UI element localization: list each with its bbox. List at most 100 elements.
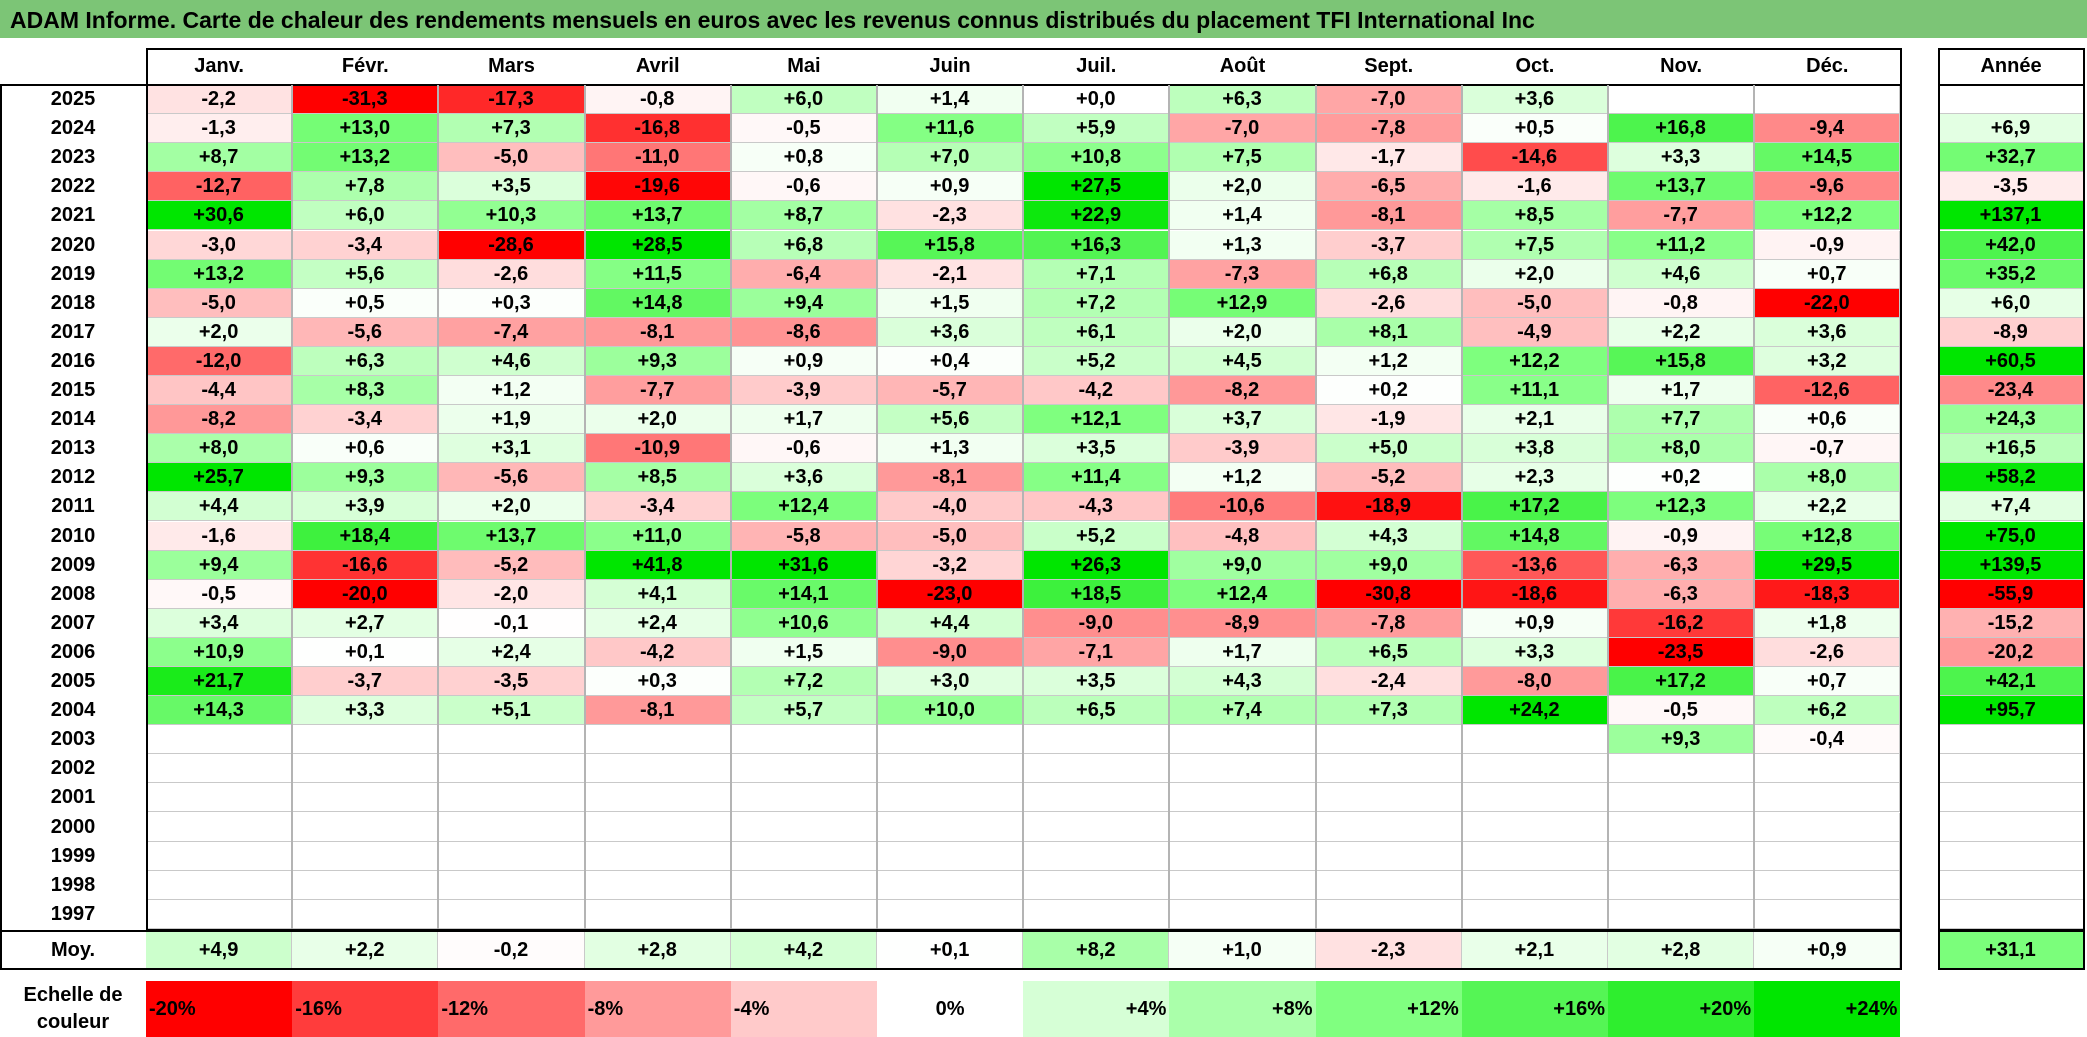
annual-cell — [1938, 725, 2084, 755]
heatmap-cell: +0,2 — [1315, 376, 1462, 406]
heatmap-cell — [1754, 870, 1901, 900]
heatmap-cell: +7,5 — [1169, 143, 1316, 173]
heatmap-cell: -3,4 — [292, 405, 439, 435]
heatmap-cell: +10,8 — [1023, 143, 1170, 173]
heatmap-cell: +1,9 — [438, 405, 585, 435]
heatmap-cell: -0,5 — [1608, 696, 1755, 726]
heatmap-cell: -0,5 — [146, 579, 293, 609]
heatmap-cell — [584, 870, 731, 900]
heatmap-cell — [1315, 725, 1462, 755]
month-column-rule — [1460, 85, 1463, 929]
heatmap-cell — [1023, 812, 1170, 842]
heatmap-cell: -18,3 — [1754, 579, 1901, 609]
header-rule — [0, 84, 1903, 86]
heatmap-cell: +3,5 — [438, 172, 585, 202]
heatmap-cell — [1608, 754, 1755, 784]
color-scale-swatch: -20% — [146, 981, 293, 1037]
heatmap-cell: +18,4 — [292, 521, 439, 551]
year-label: 2007 — [50, 611, 96, 634]
annual-cell: +42,1 — [1938, 667, 2084, 697]
year-label: 2021 — [50, 204, 96, 227]
heatmap-cell — [292, 841, 439, 871]
heatmap-cell: +2,0 — [1461, 259, 1608, 289]
heatmap-cell: +6,3 — [292, 346, 439, 376]
heatmap-cell — [730, 841, 877, 871]
heatmap-cell: -6,3 — [1608, 550, 1755, 580]
heatmap-cell: +4,3 — [1315, 521, 1462, 551]
year-label: 2009 — [50, 553, 96, 576]
year-label: 2025 — [50, 88, 96, 110]
heatmap-cell: +1,7 — [1169, 637, 1316, 667]
year-label: 2024 — [50, 117, 96, 140]
heatmap-cell: +9,3 — [292, 463, 439, 493]
heatmap-cell: +7,1 — [1023, 259, 1170, 289]
heatmap-cell — [584, 812, 731, 842]
heatmap-cell: -3,4 — [292, 230, 439, 260]
annual-cell — [1938, 870, 2084, 900]
heatmap-cell: +5,7 — [730, 696, 877, 726]
heatmap-cell — [1023, 899, 1170, 929]
heatmap-cell: +4,6 — [438, 346, 585, 376]
heatmap-cell: -4,2 — [584, 637, 731, 667]
heatmap-cell: +6,0 — [292, 201, 439, 231]
heatmap-cell: -22,0 — [1754, 288, 1901, 318]
heatmap-cell — [1023, 725, 1170, 755]
heatmap-cell — [146, 754, 293, 784]
heatmap-cell: +7,2 — [730, 667, 877, 697]
heatmap-cell — [292, 812, 439, 842]
heatmap-cell: +13,7 — [584, 201, 731, 231]
heatmap-cell: +12,1 — [1023, 405, 1170, 435]
heatmap-cell — [1608, 899, 1755, 929]
heatmap-cell: -12,7 — [146, 172, 293, 202]
heatmap-cell: +7,5 — [1461, 230, 1608, 260]
heatmap-cell: +13,2 — [146, 259, 293, 289]
month-header: Mars — [488, 55, 535, 77]
annual-cell — [1938, 754, 2084, 784]
heatmap-cell: -1,3 — [146, 114, 293, 144]
average-annual-cell: +31,1 — [1938, 931, 2084, 969]
month-header: Sept. — [1364, 55, 1414, 77]
year-label: 2011 — [51, 495, 95, 518]
heatmap-cell — [1023, 841, 1170, 871]
annual-cell: +35,2 — [1938, 259, 2084, 289]
heatmap-cell: -18,9 — [1315, 492, 1462, 522]
heatmap-cell — [1461, 725, 1608, 755]
heatmap-cell: +3,5 — [1023, 434, 1170, 464]
heatmap-cell: +1,4 — [877, 85, 1024, 115]
heatmap-cell: +13,7 — [438, 521, 585, 551]
heatmap-cell: +13,2 — [292, 143, 439, 173]
heatmap-cell: -17,3 — [438, 85, 585, 115]
heatmap-cell: +2,3 — [1461, 463, 1608, 493]
year-label: 2000 — [50, 815, 96, 838]
heatmap-cell: -4,0 — [877, 492, 1024, 522]
heatmap-cell — [1023, 754, 1170, 784]
heatmap-cell: +8,1 — [1315, 317, 1462, 347]
heatmap-cell — [584, 899, 731, 929]
year-label: 2001 — [50, 786, 96, 809]
heatmap-cell: +9,3 — [584, 346, 731, 376]
heatmap-cell: +4,6 — [1608, 259, 1755, 289]
annual-cell: +58,2 — [1938, 463, 2084, 493]
color-scale-swatch: +12% — [1315, 981, 1462, 1037]
heatmap-cell: +0,0 — [1023, 85, 1170, 115]
color-scale-swatch: +8% — [1169, 981, 1316, 1037]
heatmap-cell: +14,8 — [1461, 521, 1608, 551]
color-scale-swatch: +16% — [1461, 981, 1608, 1037]
heatmap-cell — [1315, 783, 1462, 813]
year-label: 2015 — [50, 379, 96, 401]
heatmap-cell: +11,1 — [1461, 376, 1608, 406]
heatmap-cell: -2,3 — [877, 201, 1024, 231]
chart-title: ADAM Informe. Carte de chaleur des rende… — [0, 0, 2087, 38]
heatmap-cell: -9,4 — [1754, 114, 1901, 144]
annual-cell — [1938, 783, 2084, 813]
month-column-rule — [1314, 85, 1317, 929]
heatmap-cell: +4,4 — [877, 608, 1024, 638]
average-cell: +2,8 — [1608, 931, 1755, 969]
year-label: 2003 — [50, 728, 96, 751]
year-label: 2022 — [50, 175, 96, 198]
heatmap-cell: +29,5 — [1754, 550, 1901, 580]
heatmap-cell: -5,0 — [877, 521, 1024, 551]
heatmap-cell: -2,1 — [877, 259, 1024, 289]
year-label: 2020 — [50, 233, 96, 256]
heatmap-cell — [1608, 812, 1755, 842]
